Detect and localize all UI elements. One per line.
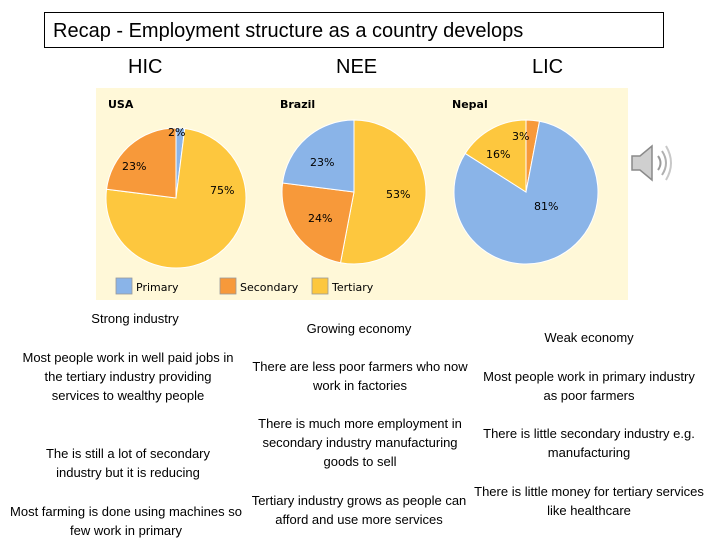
nee-point-2: There is much more employment in seconda… <box>258 416 462 469</box>
lic-point-1: Most people work in primary industry as … <box>483 369 695 403</box>
hic-heading: Strong industry <box>91 311 179 326</box>
pie-chart-brazil <box>281 119 427 265</box>
hic-point-3: Most farming is done using machines so f… <box>10 504 242 538</box>
pct-label-usa-tertiary: 75% <box>210 184 234 197</box>
country-label-brazil: Brazil <box>280 98 315 111</box>
slide-title: Recap - Employment structure as a countr… <box>44 12 664 48</box>
pct-label-nepal-tertiary: 16% <box>486 148 510 161</box>
pct-label-brazil-secondary: 24% <box>308 212 332 225</box>
nee-point-3: Tertiary industry grows as people can af… <box>251 493 467 527</box>
column-heading-hic: HIC <box>128 56 163 78</box>
pie-charts-panel: USA Brazil Nepal 2% 23% 75% 23% 24% 53% … <box>96 88 628 300</box>
legend-swatch-secondary <box>219 277 237 295</box>
pie-slice-brazil-secondary <box>281 182 355 264</box>
pie-slice-nepal-tertiary <box>464 119 527 193</box>
speaker-icon[interactable] <box>628 140 676 191</box>
pct-label-nepal-secondary: 3% <box>512 130 529 143</box>
pct-label-usa-secondary: 23% <box>122 160 146 173</box>
pct-label-nepal-primary: 81% <box>534 200 558 213</box>
legend-label-tertiary: Tertiary <box>331 281 374 294</box>
hic-point-2: The is still a lot of secondary industry… <box>45 446 211 480</box>
pie-chart-nepal <box>453 119 599 265</box>
lic-point-2: There is little secondary industry e.g. … <box>483 426 695 460</box>
hic-point-1: Most people work in well paid jobs in th… <box>22 350 234 403</box>
pct-label-usa-primary: 2% <box>168 126 185 139</box>
pie-slice-usa-secondary <box>105 127 177 199</box>
pie-slice-brazil-tertiary <box>339 119 427 265</box>
country-label-nepal: Nepal <box>452 98 488 111</box>
pie-slice-brazil-primary <box>282 119 355 193</box>
nee-point-1: There are less poor farmers who now work… <box>252 359 468 393</box>
legend-swatch-primary <box>115 277 133 295</box>
lic-point-3: There is little money for tertiary servi… <box>474 484 704 518</box>
column-heading-lic: LIC <box>532 56 564 78</box>
pie-slice-nepal-primary <box>453 120 599 265</box>
legend-swatch-tertiary <box>311 277 329 295</box>
lic-heading: Weak economy <box>544 330 634 345</box>
legend-label-secondary: Secondary <box>240 281 299 294</box>
column-heading-nee: NEE <box>336 56 378 78</box>
legend-label-primary: Primary <box>136 281 179 294</box>
nee-heading: Growing economy <box>306 321 412 336</box>
country-label-usa: USA <box>108 98 134 111</box>
pct-label-brazil-tertiary: 53% <box>386 188 410 201</box>
pie-chart-usa <box>105 127 247 269</box>
pct-label-brazil-primary: 23% <box>310 156 334 169</box>
